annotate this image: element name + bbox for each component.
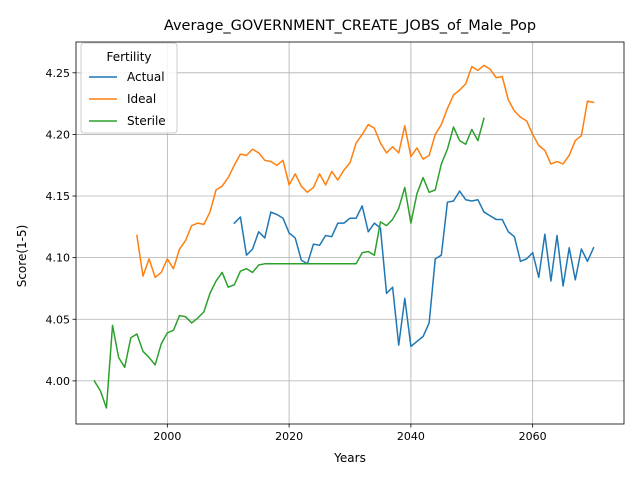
- y-tick-label: 4.25: [46, 67, 71, 80]
- chart-title: Average_GOVERNMENT_CREATE_JOBS_of_Male_P…: [164, 18, 536, 34]
- x-tick-label: 2020: [275, 430, 303, 443]
- series-lines: [93, 64, 595, 409]
- x-tick-label: 2040: [397, 430, 425, 443]
- legend-title: Fertility: [106, 50, 151, 64]
- legend: Fertility Actual Ideal Sterile: [80, 42, 178, 134]
- y-tick-label: 4.20: [46, 128, 71, 141]
- series-line-ideal: [136, 64, 595, 279]
- plot-frame: [75, 41, 625, 425]
- legend-label-actual: Actual: [127, 70, 165, 84]
- y-tick-label: 4.00: [46, 375, 71, 388]
- y-tick-label: 4.15: [46, 190, 71, 203]
- legend-label-ideal: Ideal: [127, 92, 156, 106]
- x-tick-label: 2000: [153, 430, 181, 443]
- x-axis-ticks: 2000 2020 2040 2060: [153, 424, 547, 443]
- y-axis-label: Score(1-5): [15, 225, 29, 288]
- x-axis-label: Years: [333, 451, 366, 465]
- series-line-sterile: [93, 117, 485, 409]
- y-axis-ticks: 4.00 4.05 4.10 4.15 4.20 4.25: [46, 67, 76, 388]
- y-tick-label: 4.05: [46, 313, 71, 326]
- y-tick-label: 4.10: [46, 252, 71, 265]
- legend-box: [80, 42, 178, 134]
- x-tick-label: 2060: [519, 430, 547, 443]
- legend-label-sterile: Sterile: [127, 114, 166, 128]
- series-line-actual: [233, 190, 595, 348]
